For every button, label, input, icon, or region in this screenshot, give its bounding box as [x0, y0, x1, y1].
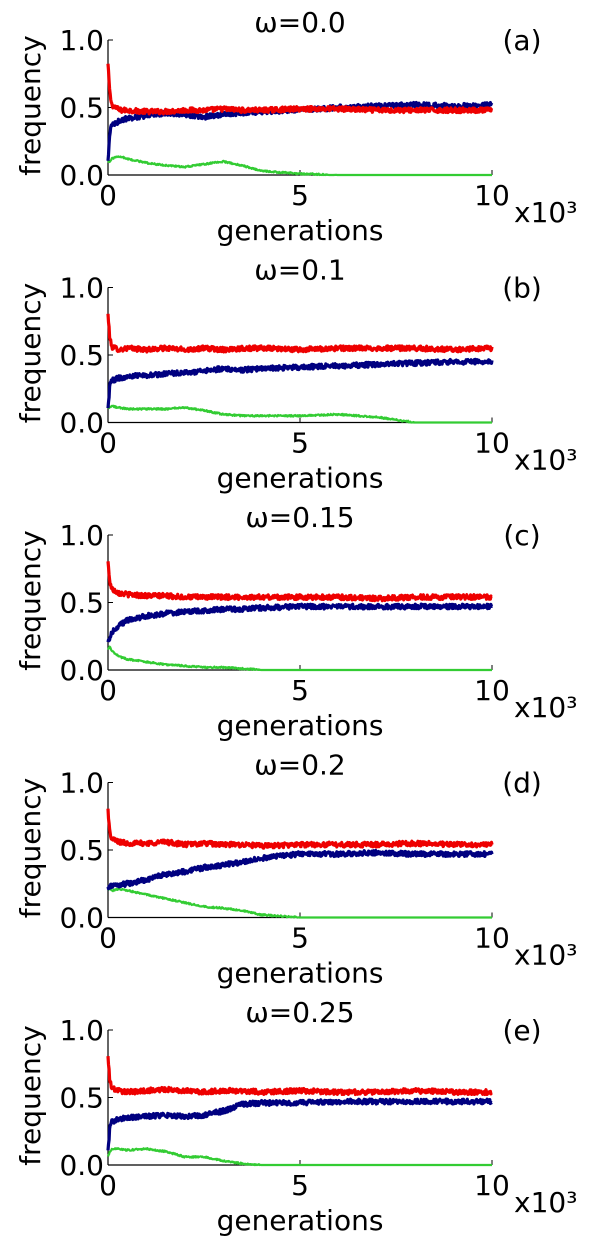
x-axis-label: generations: [217, 1204, 384, 1237]
y-tick-label: 0.5: [59, 1082, 104, 1115]
x-multiplier: x10³: [514, 939, 577, 972]
panel-label: (b): [502, 272, 542, 305]
series-line: [106, 602, 494, 643]
series-line: [106, 1147, 493, 1167]
chart-title: ω=0.25: [245, 996, 354, 1029]
x-tick-label: 5: [291, 1169, 309, 1202]
x-axis-label: generations: [217, 709, 384, 742]
x-tick-label: 0: [99, 179, 117, 212]
y-tick-label: 1.0: [59, 24, 104, 57]
y-tick-label: 0.5: [59, 339, 104, 372]
series-line: [106, 561, 494, 603]
y-tick-label: 1.0: [59, 519, 104, 552]
x-tick-label: 5: [291, 674, 309, 707]
y-axis-label: frequency: [14, 35, 47, 175]
y-tick-label: 0.5: [59, 834, 104, 867]
x-tick-label: 5: [291, 427, 309, 460]
y-tick-label: 0.0: [59, 654, 104, 687]
y-axis-label: frequency: [14, 530, 47, 670]
x-tick-label: 0: [99, 674, 117, 707]
y-tick-label: 0.0: [59, 1149, 104, 1182]
series-line: [107, 155, 493, 177]
chart-title: ω=0.1: [254, 254, 345, 287]
x-tick-label: 5: [291, 922, 309, 955]
chart-title: ω=0.15: [245, 501, 354, 534]
series-line: [106, 313, 494, 354]
x-tick-label: 10: [474, 427, 510, 460]
series-line: [107, 404, 493, 424]
x-multiplier: x10³: [514, 444, 577, 477]
x-tick-label: 0: [99, 1169, 117, 1202]
x-axis-label: generations: [217, 214, 384, 247]
y-tick-label: 1.0: [59, 1014, 104, 1047]
x-multiplier: x10³: [514, 691, 577, 724]
panel-label: (c): [503, 519, 540, 552]
series-line: [106, 357, 494, 409]
panel-label: (e): [502, 1014, 541, 1047]
y-tick-label: 1.0: [59, 272, 104, 305]
series-line: [107, 887, 493, 919]
y-tick-label: 0.0: [59, 407, 104, 440]
series-line: [106, 1056, 494, 1097]
x-multiplier: x10³: [514, 196, 577, 229]
panel-label: (d): [502, 767, 542, 800]
x-tick-label: 5: [291, 179, 309, 212]
y-tick-label: 0.0: [59, 159, 104, 192]
x-tick-label: 10: [474, 674, 510, 707]
y-axis-label: frequency: [14, 1025, 47, 1165]
y-tick-label: 0.0: [59, 902, 104, 935]
chart-title: ω=0.0: [254, 6, 345, 39]
y-tick-label: 0.5: [59, 587, 104, 620]
y-axis-label: frequency: [14, 283, 47, 423]
y-tick-label: 0.5: [59, 92, 104, 125]
x-tick-label: 10: [474, 922, 510, 955]
y-axis-label: frequency: [14, 778, 47, 918]
series-line: [106, 1097, 494, 1151]
y-tick-label: 1.0: [59, 767, 104, 800]
x-tick-label: 0: [99, 922, 117, 955]
series-line: [107, 645, 493, 672]
x-tick-label: 10: [474, 1169, 510, 1202]
series-line: [106, 848, 494, 891]
panel-label: (a): [502, 24, 541, 57]
x-multiplier: x10³: [514, 1186, 577, 1219]
chart-title: ω=0.2: [254, 749, 345, 782]
series-line: [106, 63, 494, 116]
x-tick-label: 10: [474, 179, 510, 212]
x-axis-label: generations: [217, 462, 384, 495]
series-line: [106, 808, 494, 850]
x-tick-label: 0: [99, 427, 117, 460]
x-axis-label: generations: [217, 957, 384, 990]
